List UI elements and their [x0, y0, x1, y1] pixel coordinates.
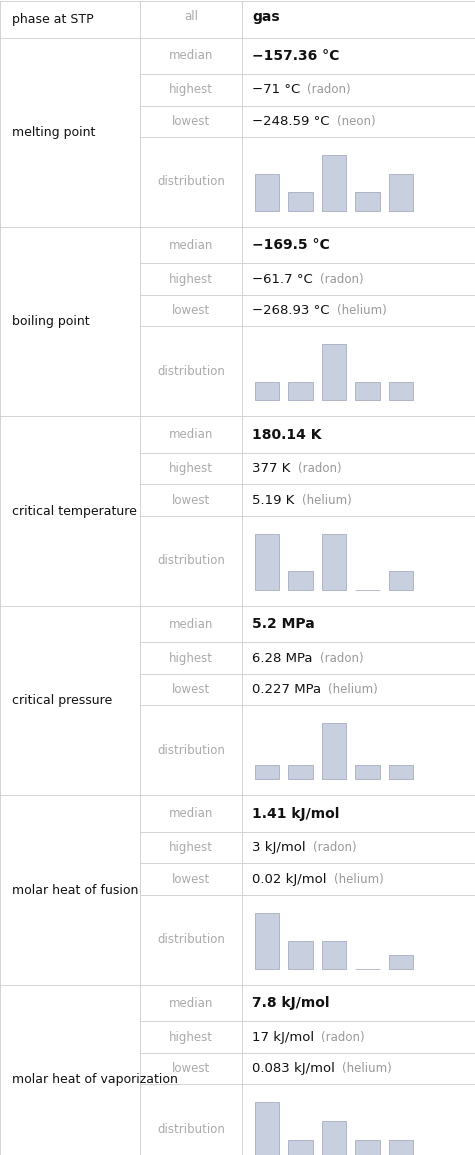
- Text: (radon): (radon): [307, 83, 351, 96]
- Text: 0.227 MPa: 0.227 MPa: [252, 684, 322, 696]
- Text: −169.5 °C: −169.5 °C: [252, 238, 330, 252]
- Bar: [355, 381, 380, 401]
- Bar: [255, 912, 279, 969]
- Bar: [322, 941, 346, 969]
- Text: −61.7 °C: −61.7 °C: [252, 273, 313, 285]
- Text: (helium): (helium): [328, 684, 378, 696]
- Text: −248.59 °C: −248.59 °C: [252, 114, 330, 128]
- Text: 7.8 kJ/mol: 7.8 kJ/mol: [252, 997, 330, 1011]
- Text: (neon): (neon): [337, 114, 375, 128]
- Text: 180.14 K: 180.14 K: [252, 427, 322, 441]
- Text: distribution: distribution: [157, 744, 225, 757]
- Bar: [288, 941, 313, 969]
- Bar: [288, 192, 313, 211]
- Text: highest: highest: [169, 83, 213, 96]
- Bar: [322, 155, 346, 211]
- Text: phase at STP: phase at STP: [12, 13, 94, 25]
- Bar: [389, 572, 413, 590]
- Text: molar heat of fusion: molar heat of fusion: [12, 884, 138, 896]
- Bar: [255, 381, 279, 401]
- Text: (radon): (radon): [298, 462, 341, 475]
- Bar: [322, 723, 346, 780]
- Bar: [288, 1140, 313, 1155]
- Text: distribution: distribution: [157, 365, 225, 378]
- Bar: [322, 1122, 346, 1155]
- Bar: [389, 766, 413, 780]
- Text: (helium): (helium): [337, 304, 387, 318]
- Text: gas: gas: [252, 9, 280, 24]
- Bar: [288, 381, 313, 401]
- Text: 3 kJ/mol: 3 kJ/mol: [252, 841, 306, 855]
- Text: melting point: melting point: [12, 126, 95, 139]
- Text: −268.93 °C: −268.93 °C: [252, 304, 330, 318]
- Text: 377 K: 377 K: [252, 462, 291, 475]
- Text: boiling point: boiling point: [12, 315, 90, 328]
- Text: median: median: [169, 618, 213, 631]
- Bar: [288, 766, 313, 780]
- Bar: [322, 344, 346, 401]
- Text: lowest: lowest: [172, 1063, 210, 1075]
- Text: median: median: [169, 997, 213, 1009]
- Text: (radon): (radon): [322, 1030, 365, 1044]
- Bar: [389, 955, 413, 969]
- Text: (helium): (helium): [342, 1063, 392, 1075]
- Text: −71 °C: −71 °C: [252, 83, 301, 96]
- Text: −157.36 °C: −157.36 °C: [252, 49, 340, 62]
- Text: 0.083 kJ/mol: 0.083 kJ/mol: [252, 1063, 335, 1075]
- Text: 0.02 kJ/mol: 0.02 kJ/mol: [252, 873, 327, 886]
- Text: (helium): (helium): [302, 493, 352, 507]
- Bar: [355, 192, 380, 211]
- Text: median: median: [169, 239, 213, 252]
- Text: highest: highest: [169, 273, 213, 285]
- Bar: [255, 534, 279, 590]
- Text: 1.41 kJ/mol: 1.41 kJ/mol: [252, 806, 340, 821]
- Text: (radon): (radon): [313, 841, 357, 855]
- Text: 5.2 MPa: 5.2 MPa: [252, 617, 315, 632]
- Bar: [389, 173, 413, 211]
- Text: median: median: [169, 807, 213, 820]
- Bar: [389, 381, 413, 401]
- Bar: [322, 534, 346, 590]
- Text: molar heat of vaporization: molar heat of vaporization: [12, 1073, 178, 1086]
- Text: lowest: lowest: [172, 493, 210, 507]
- Text: lowest: lowest: [172, 114, 210, 128]
- Text: (helium): (helium): [334, 873, 383, 886]
- Text: highest: highest: [169, 462, 213, 475]
- Text: lowest: lowest: [172, 304, 210, 318]
- Text: distribution: distribution: [157, 554, 225, 567]
- Text: distribution: distribution: [157, 933, 225, 946]
- Bar: [355, 766, 380, 780]
- Text: (radon): (radon): [320, 651, 363, 665]
- Text: 5.19 K: 5.19 K: [252, 493, 294, 507]
- Text: highest: highest: [169, 651, 213, 665]
- Text: (radon): (radon): [320, 273, 364, 285]
- Text: critical pressure: critical pressure: [12, 694, 112, 707]
- Bar: [255, 766, 279, 780]
- Text: median: median: [169, 50, 213, 62]
- Bar: [288, 572, 313, 590]
- Text: highest: highest: [169, 1030, 213, 1044]
- Text: critical temperature: critical temperature: [12, 505, 137, 517]
- Text: distribution: distribution: [157, 176, 225, 188]
- Text: all: all: [184, 10, 198, 23]
- Text: highest: highest: [169, 841, 213, 855]
- Bar: [355, 1140, 380, 1155]
- Bar: [255, 1103, 279, 1155]
- Text: lowest: lowest: [172, 684, 210, 696]
- Text: median: median: [169, 429, 213, 441]
- Text: 17 kJ/mol: 17 kJ/mol: [252, 1030, 314, 1044]
- Text: 6.28 MPa: 6.28 MPa: [252, 651, 313, 665]
- Bar: [255, 173, 279, 211]
- Bar: [389, 1140, 413, 1155]
- Text: distribution: distribution: [157, 1123, 225, 1137]
- Text: lowest: lowest: [172, 873, 210, 886]
